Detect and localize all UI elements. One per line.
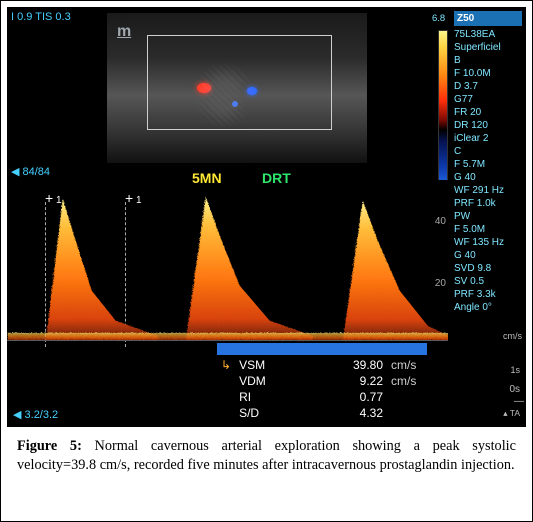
- time-tick: 0s: [509, 384, 520, 395]
- frame-counter: 84/84: [11, 165, 50, 178]
- table-row: VDM 9.22 cm/s: [217, 373, 427, 389]
- vel-scale-40: 40: [435, 216, 446, 227]
- param-line: F 5.7M: [454, 158, 522, 171]
- param-line: PRF 3.3k: [454, 288, 522, 301]
- meas-val: 9.22: [273, 373, 387, 389]
- bmode-image: m: [107, 13, 367, 163]
- machine-params: Z50 75L38EA Superficiel B F 10.0M D 3.7 …: [454, 11, 522, 314]
- param-line: C: [454, 145, 522, 158]
- dash-icon: —: [514, 396, 524, 407]
- table-row: RI 0.77: [217, 389, 427, 405]
- unit-label: cm/s: [503, 331, 522, 341]
- param-line: PW: [454, 210, 522, 223]
- baseline: [7, 340, 448, 341]
- param-line: F 5.0M: [454, 223, 522, 236]
- mi-tis-label: I 0.9 TIS 0.3: [11, 11, 71, 23]
- param-line: Superficiel: [454, 41, 522, 54]
- figure-container: I 0.9 TIS 0.3 m 84/84 6.8 -6.8 Z50 75L38…: [0, 0, 533, 522]
- measurement-bar: [217, 343, 427, 355]
- measurement-box: ↳ VSM 39.80 cm/s VDM 9.22 cm/s RI 0.77: [217, 343, 427, 421]
- param-line: DR 120: [454, 119, 522, 132]
- meas-unit: cm/s: [387, 357, 427, 373]
- flow-blue-icon: [247, 87, 257, 95]
- meas-val: 0.77: [273, 389, 387, 405]
- table-row: ↳ VSM 39.80 cm/s: [217, 357, 427, 373]
- param-line: WF 135 Hz: [454, 236, 522, 249]
- color-roi-box: [147, 35, 332, 130]
- param-line: G 40: [454, 249, 522, 262]
- bottom-left-label: ◀ 3.2/3.2: [13, 408, 58, 421]
- flow-blue-icon: [232, 101, 238, 107]
- param-line: PRF 1.0k: [454, 197, 522, 210]
- meas-unit: [387, 405, 427, 421]
- param-line: SVD 9.8: [454, 262, 522, 275]
- flow-red-icon: [197, 83, 211, 93]
- depth-label: 3.2/3.2: [25, 409, 59, 421]
- meas-key: VSM: [235, 357, 273, 373]
- figure-caption: Figure 5: Normal cavernous arterial expl…: [7, 427, 526, 478]
- param-line: Angle 0°: [454, 301, 522, 314]
- caption-text: Normal cavernous arterial exploration sh…: [17, 438, 516, 473]
- param-line: B: [454, 54, 522, 67]
- caption-label: Figure 5:: [17, 438, 82, 454]
- measurement-table: ↳ VSM 39.80 cm/s VDM 9.22 cm/s RI 0.77: [217, 357, 427, 421]
- meas-key: S/D: [235, 405, 273, 421]
- meas-key: VDM: [235, 373, 273, 389]
- param-line: WF 291 Hz: [454, 184, 522, 197]
- meas-key: RI: [235, 389, 273, 405]
- param-line: SV 0.5: [454, 275, 522, 288]
- param-line: FR 20: [454, 106, 522, 119]
- preset-header: Z50: [454, 11, 522, 26]
- param-line: F 10.0M: [454, 67, 522, 80]
- table-row: S/D 4.32: [217, 405, 427, 421]
- ta-label: ▴ TA: [503, 408, 520, 419]
- meas-unit: [387, 389, 427, 405]
- param-line: iClear 2: [454, 132, 522, 145]
- meas-val: 4.32: [273, 405, 387, 421]
- param-line: D 3.7: [454, 80, 522, 93]
- vel-scale-20: 20: [435, 278, 446, 289]
- manufacturer-logo: m: [117, 23, 131, 41]
- color-scale-top: 6.8: [432, 13, 452, 24]
- param-line: G77: [454, 93, 522, 106]
- doppler-waveform: [7, 180, 448, 350]
- param-line: G 40: [454, 171, 522, 184]
- param-line: 75L38EA: [454, 28, 522, 41]
- time-tick: 1s: [510, 365, 520, 375]
- ultrasound-frame: I 0.9 TIS 0.3 m 84/84 6.8 -6.8 Z50 75L38…: [7, 7, 526, 427]
- meas-unit: cm/s: [387, 373, 427, 389]
- meas-val: 39.80: [273, 357, 387, 373]
